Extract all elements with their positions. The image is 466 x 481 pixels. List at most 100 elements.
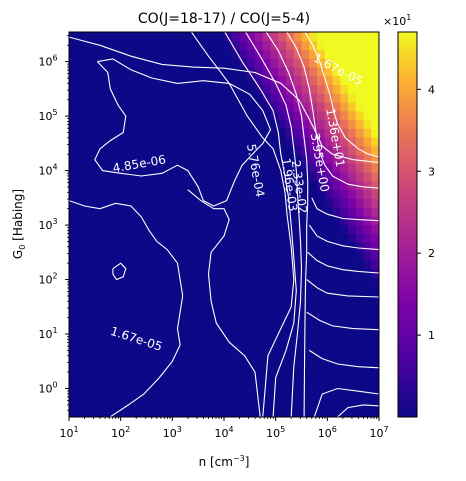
x-tick-label: 106 xyxy=(318,425,337,440)
heatmap-cell xyxy=(293,102,303,112)
heatmap-cell xyxy=(332,110,341,121)
heatmap-cell xyxy=(332,49,341,59)
heatmap-cell xyxy=(332,119,341,129)
heatmap-cell xyxy=(293,137,303,147)
heatmap-cell xyxy=(348,215,357,226)
heatmap-cell xyxy=(363,32,372,42)
heatmap-cell xyxy=(286,40,295,51)
heatmap-cell xyxy=(348,119,357,129)
heatmap-cell xyxy=(332,215,341,226)
heatmap-cell xyxy=(348,198,357,208)
heatmap-cell xyxy=(363,137,372,147)
heatmap-cell xyxy=(332,172,341,182)
heatmap-cell xyxy=(371,233,379,243)
heatmap-cell xyxy=(363,180,372,191)
heatmap-cell xyxy=(247,58,256,68)
chart-title: CO(J=18-17) / CO(J=5-4) xyxy=(138,11,310,27)
heatmap-cell xyxy=(317,119,326,129)
contour-line xyxy=(244,32,303,417)
colorbar-tick-label: 4 xyxy=(428,83,435,96)
heatmap-cell xyxy=(363,198,372,208)
heatmap-cell xyxy=(301,84,310,94)
heatmap-cell xyxy=(340,32,349,42)
heatmap-cell xyxy=(270,84,279,94)
heatmap-cell xyxy=(371,180,379,191)
heatmap-cell xyxy=(309,102,318,112)
x-tick-label: 104 xyxy=(214,425,233,440)
heatmap-cell xyxy=(348,110,357,121)
heatmap-cell xyxy=(355,233,365,243)
heatmap-cell xyxy=(262,67,272,77)
heatmap-cell xyxy=(355,49,365,59)
heatmap-cell xyxy=(363,250,372,261)
heatmap-cell xyxy=(262,84,272,94)
heatmap-cell xyxy=(317,154,326,164)
heatmap-cell xyxy=(301,49,310,59)
heatmap-cell xyxy=(278,110,287,121)
heatmap-cell xyxy=(278,128,287,138)
heatmap-cell xyxy=(301,137,310,147)
heatmap-cell xyxy=(270,32,279,42)
contour-line xyxy=(306,279,379,298)
heatmap-cell xyxy=(371,137,379,147)
heatmap-cell xyxy=(332,137,341,147)
y-tick-label: 101 xyxy=(38,326,57,341)
heatmap-cell xyxy=(340,145,349,156)
heatmap-cell xyxy=(317,172,326,182)
heatmap-cell xyxy=(247,32,256,42)
heatmap-cell xyxy=(371,110,379,121)
heatmap-cell xyxy=(371,242,379,252)
heatmap-cell xyxy=(371,145,379,156)
heatmap-cell xyxy=(262,93,272,103)
heatmap-cell xyxy=(231,49,241,59)
heatmap-cell xyxy=(293,110,303,121)
heatmap-cell xyxy=(363,102,372,112)
heatmap-cell xyxy=(324,102,334,112)
contour-line xyxy=(286,32,379,189)
y-tick-label: 106 xyxy=(38,54,57,69)
heatmap-cell xyxy=(355,250,365,261)
x-tick-label: 107 xyxy=(369,425,388,440)
heatmap-cell xyxy=(355,128,365,138)
heatmap-cell xyxy=(371,119,379,129)
heatmap-cell xyxy=(371,75,379,86)
heatmap-cell xyxy=(262,58,272,68)
heatmap-cell xyxy=(332,102,341,112)
heatmap-cell xyxy=(278,119,287,129)
heatmap-cell xyxy=(363,49,372,59)
heatmap-cell xyxy=(262,75,272,86)
heatmap-cell xyxy=(363,259,372,269)
heatmap-cell xyxy=(324,189,334,199)
heatmap-cell xyxy=(324,75,334,86)
heatmap-cell xyxy=(355,198,365,208)
heatmap-cell xyxy=(332,58,341,68)
heatmap-cell xyxy=(371,40,379,51)
heatmap-cell xyxy=(262,49,272,59)
heatmap-cell xyxy=(278,67,287,77)
heatmap-cell xyxy=(340,207,349,217)
contour-line xyxy=(190,32,295,417)
contour-line xyxy=(309,349,379,369)
heatmap-cell xyxy=(340,128,349,138)
heatmap-cell xyxy=(348,163,357,173)
colorbar-tick-label: 3 xyxy=(428,165,435,178)
heatmap-cell xyxy=(286,58,295,68)
heatmap-cell xyxy=(371,172,379,182)
colorbar-tick-label: 2 xyxy=(428,247,435,260)
heatmap-cell xyxy=(255,58,264,68)
heatmap-cell xyxy=(278,32,287,42)
contour-line xyxy=(337,404,379,417)
heatmap-cell xyxy=(239,49,248,59)
heatmap-cell xyxy=(293,93,303,103)
heatmap-cell xyxy=(348,67,357,77)
heatmap-cell xyxy=(340,102,349,112)
heatmap-cell xyxy=(363,224,372,234)
heatmap-cell xyxy=(309,58,318,68)
heatmap-cell xyxy=(340,75,349,86)
heatmap-cell xyxy=(317,102,326,112)
x-tick-label: 102 xyxy=(111,425,130,440)
heatmap-cell xyxy=(332,128,341,138)
heatmap-cell xyxy=(286,128,295,138)
heatmap-cell xyxy=(355,154,365,164)
colorbar-gradient xyxy=(397,31,418,418)
